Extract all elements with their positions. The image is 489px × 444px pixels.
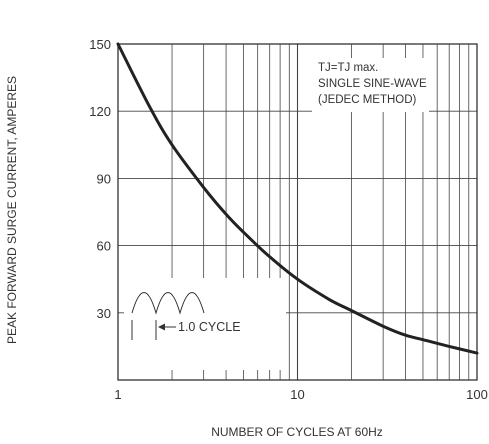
plot-frame: [117, 43, 478, 381]
series-point: [203, 187, 204, 188]
cycle-inset: 1.0 CYCLE: [124, 278, 286, 370]
series-point: [269, 256, 270, 257]
y-tick-label: 120: [89, 104, 111, 119]
condition-line-1: TJ=TJ max.: [318, 62, 378, 74]
x-tick-label: 1: [114, 387, 121, 402]
y-tick-label: 30: [97, 306, 111, 321]
series-point: [117, 43, 118, 44]
series-point: [171, 144, 172, 145]
cycle-inset-box: [124, 278, 286, 370]
series-point: [422, 339, 423, 340]
y-axis-label: PEAK FORWARD SURGE CURRENT, AMPERES: [5, 76, 19, 344]
series-point: [351, 310, 352, 311]
series-point: [329, 299, 330, 300]
conditions-annotation: TJ=TJ max. SINGLE SINE-WAVE (JEDEC METHO…: [312, 58, 429, 112]
y-tick-label: 90: [97, 171, 111, 186]
series-point: [225, 214, 226, 215]
series-point: [243, 232, 244, 233]
cycle-label: 1.0 CYCLE: [178, 320, 241, 334]
series-point: [405, 335, 406, 336]
series-point: [476, 353, 477, 354]
series-point: [449, 346, 450, 347]
series-point: [297, 279, 298, 280]
x-tick-labels: 1 10 100: [114, 387, 487, 402]
y-tick-labels: 30 60 90 120 150: [89, 37, 111, 321]
x-axis-label: NUMBER OF CYCLES AT 60Hz: [211, 425, 383, 439]
conditions-box: [312, 58, 429, 112]
x-tick-label: 10: [290, 387, 304, 402]
series-line-surge-current: [116, 42, 479, 355]
condition-line-2: SINGLE SINE-WAVE: [318, 78, 427, 90]
y-tick-label: 60: [97, 239, 111, 254]
series-point: [149, 106, 150, 107]
cycle-pointer-arrowhead: [158, 323, 165, 331]
x-tick-label: 100: [466, 387, 488, 402]
condition-line-3: (JEDEC METHOD): [318, 94, 417, 106]
series-point: [383, 326, 384, 327]
rectified-sine-waveform: [131, 292, 205, 315]
y-tick-label: 150: [89, 37, 111, 52]
